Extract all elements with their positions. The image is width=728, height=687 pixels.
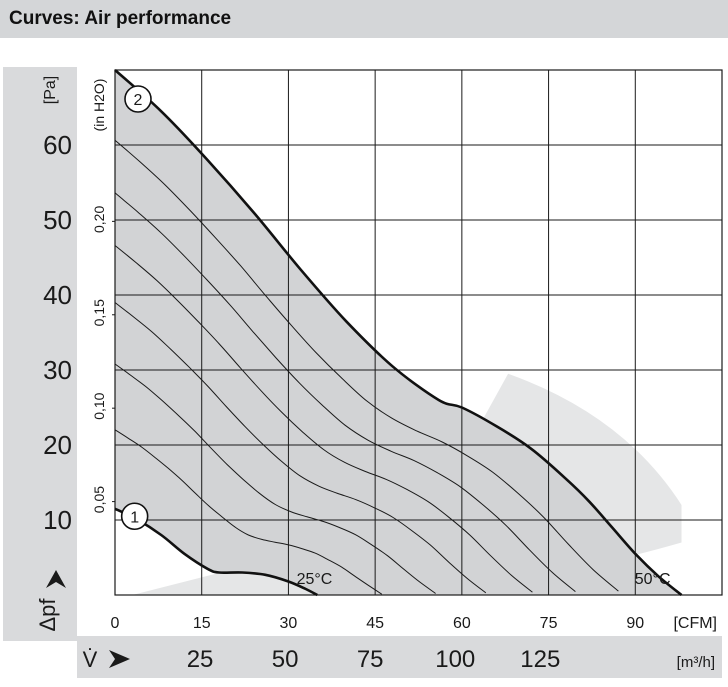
- x2-tick-label-125: 125: [520, 646, 560, 673]
- annotation-25c: 25°C: [297, 571, 333, 588]
- y-axis-arrow-icon: [46, 570, 66, 588]
- speed-range-area: [115, 70, 679, 595]
- y-axis-symbol: Δpf: [35, 598, 60, 632]
- series-line-2: [114, 69, 683, 597]
- y2-tick-label-0: 0,05: [91, 486, 107, 513]
- operating-range-area: [115, 70, 679, 595]
- x-tick-label-75: 75: [540, 615, 558, 632]
- series-marker-1: 1: [130, 509, 139, 526]
- x-tick-label-30: 30: [280, 615, 298, 632]
- speed-curve-4: [114, 245, 533, 593]
- x-axis-unit: [CFM]: [673, 615, 717, 632]
- x2-tick-label-25: 25: [187, 646, 214, 673]
- series-marker-2: 2: [134, 92, 143, 109]
- series-marker-2-circle: [124, 85, 152, 113]
- annotation-50c: 50°C: [635, 571, 671, 588]
- plot-border: [114, 69, 723, 596]
- y-tick-label-10: 10: [43, 505, 72, 535]
- x-axis-arrow-icon: [109, 650, 130, 668]
- x-tick-label-45: 45: [366, 615, 384, 632]
- speed-curve-1: [114, 429, 383, 595]
- series-marker-1-circle: [120, 502, 149, 531]
- y2-tick-label-1: 0,10: [91, 392, 107, 419]
- y-tick-label-20: 20: [43, 430, 72, 460]
- series-line-1: [114, 507, 318, 597]
- chart-grid: [114, 69, 723, 596]
- x-tick-label-15: 15: [193, 615, 211, 632]
- y-tick-label-50: 50: [43, 205, 72, 235]
- x2-tick-label-50: 50: [272, 646, 299, 673]
- x-axis-band: [77, 636, 722, 678]
- speed-curve-5: [114, 192, 576, 592]
- x-tick-label-0: 0: [111, 615, 120, 632]
- y-axis-band: [3, 67, 77, 641]
- x2-tick-label-75: 75: [357, 646, 384, 673]
- speed-curve-6: [114, 139, 619, 592]
- y2-axis-unit: (in H2O): [91, 79, 107, 132]
- x-tick-label-90: 90: [626, 615, 644, 632]
- y-tick-label-60: 60: [43, 130, 72, 160]
- y2-tick-label-3: 0,20: [91, 206, 107, 233]
- section-title: Curves: Air performance: [9, 8, 232, 29]
- x2-tick-label-100: 100: [435, 646, 475, 673]
- intermediate-curves: [114, 139, 619, 595]
- speed-curve-2: [114, 363, 436, 594]
- y-axis-unit: [Pa]: [42, 76, 59, 104]
- x-tick-label-60: 60: [453, 615, 471, 632]
- x2-axis-unit: [m³/h]: [677, 654, 715, 671]
- section-header: Curves: Air performance: [0, 0, 728, 40]
- y-tick-label-40: 40: [43, 280, 72, 310]
- y-tick-label-30: 30: [43, 355, 72, 385]
- x-axis-symbol: V̇: [83, 647, 98, 672]
- y2-tick-label-2: 0,15: [91, 299, 107, 326]
- speed-curve-3: [114, 302, 487, 594]
- series-lines: 2 1 25°C 50°C: [114, 69, 683, 597]
